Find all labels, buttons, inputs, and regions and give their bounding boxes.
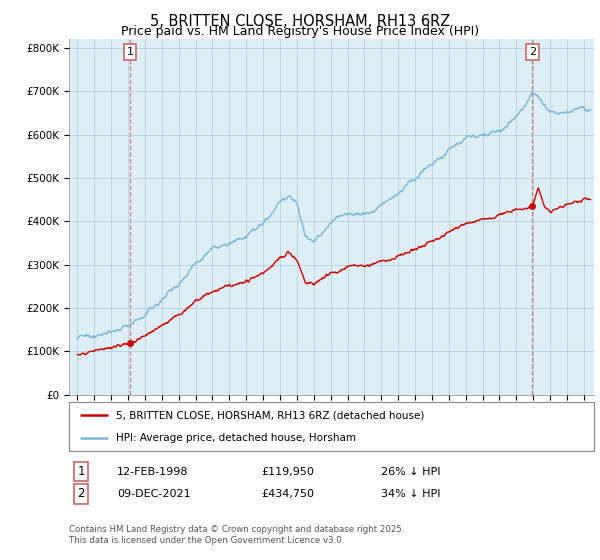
- Text: 2: 2: [529, 47, 536, 57]
- Text: Contains HM Land Registry data © Crown copyright and database right 2025.
This d: Contains HM Land Registry data © Crown c…: [69, 525, 404, 545]
- Text: 1: 1: [77, 465, 85, 478]
- Text: 5, BRITTEN CLOSE, HORSHAM, RH13 6RZ: 5, BRITTEN CLOSE, HORSHAM, RH13 6RZ: [150, 14, 450, 29]
- Text: 12-FEB-1998: 12-FEB-1998: [117, 466, 188, 477]
- Text: 1: 1: [127, 47, 134, 57]
- Text: HPI: Average price, detached house, Horsham: HPI: Average price, detached house, Hors…: [116, 433, 356, 444]
- Text: 5, BRITTEN CLOSE, HORSHAM, RH13 6RZ (detached house): 5, BRITTEN CLOSE, HORSHAM, RH13 6RZ (det…: [116, 410, 425, 421]
- Text: £434,750: £434,750: [261, 489, 314, 499]
- Text: £119,950: £119,950: [261, 466, 314, 477]
- Text: 2: 2: [77, 487, 85, 501]
- Text: 34% ↓ HPI: 34% ↓ HPI: [381, 489, 440, 499]
- Text: Price paid vs. HM Land Registry's House Price Index (HPI): Price paid vs. HM Land Registry's House …: [121, 25, 479, 38]
- Text: 26% ↓ HPI: 26% ↓ HPI: [381, 466, 440, 477]
- Text: 09-DEC-2021: 09-DEC-2021: [117, 489, 191, 499]
